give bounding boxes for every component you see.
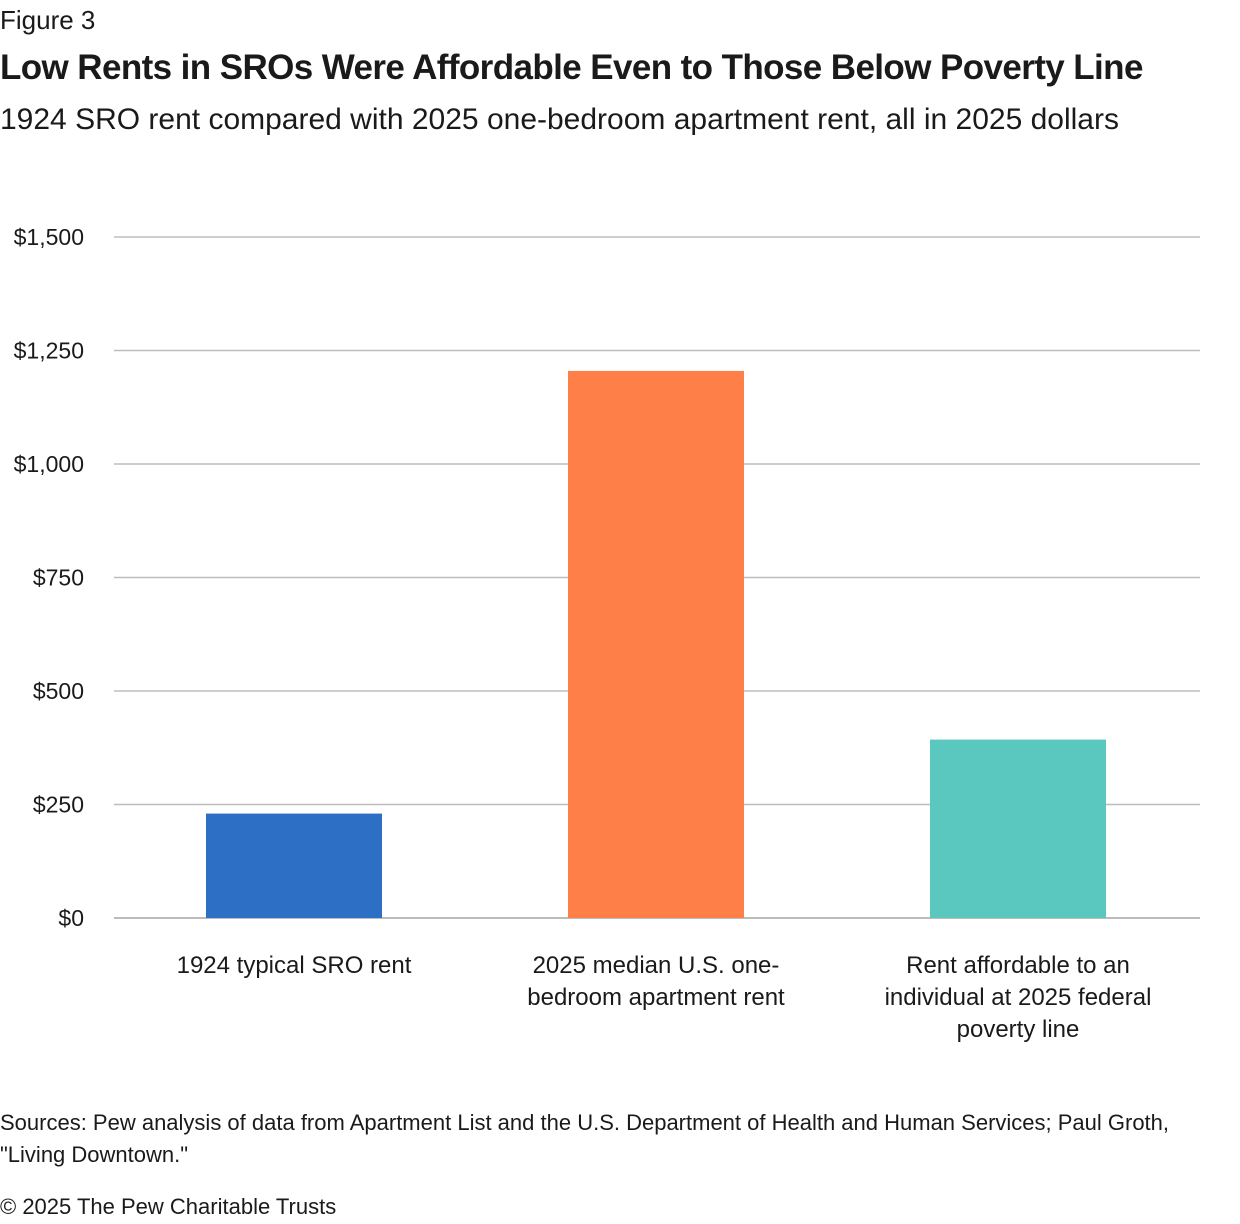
bar-chart: $0 $250 $500 $750 $1,000 $1,250 $1,500 1924 ty… (14, 224, 1200, 1043)
y-tick-label: $1,000 (14, 451, 84, 477)
bars (206, 370, 1106, 918)
bar (206, 813, 382, 918)
x-tick-label-line: poverty line (957, 1016, 1080, 1043)
y-tick-label: $750 (33, 565, 84, 591)
x-tick-label: 1924 typical SRO rent (177, 952, 412, 979)
x-tick-label-line: individual at 2025 federal (885, 984, 1152, 1011)
x-tick-label-line: Rent affordable to an (906, 952, 1130, 979)
x-tick-label: 2025 median U.S. one-bedroom apartment r… (527, 952, 785, 1011)
copyright-note: © 2025 The Pew Charitable Trusts (0, 1194, 337, 1219)
x-axis-labels: 1924 typical SRO rent 2025 median U.S. on… (177, 952, 1152, 1043)
x-tick-label: Rent affordable to an individual at 2025 … (885, 952, 1152, 1043)
bar (930, 739, 1106, 918)
x-tick-label-line: bedroom apartment rent (527, 984, 785, 1011)
y-tick-label: $1,500 (14, 224, 84, 250)
y-axis-ticks: $0 $250 $500 $750 $1,000 $1,250 $1,500 (14, 224, 84, 931)
bar (568, 370, 744, 918)
chart-title: Low Rents in SROs Were Affordable Even t… (0, 48, 1143, 87)
chart-subtitle: 1924 SRO rent compared with 2025 one-bed… (0, 103, 1119, 136)
sources-note: Sources: Pew analysis of data from Apart… (0, 1110, 1170, 1167)
y-tick-label: $1,250 (14, 338, 84, 364)
y-tick-label: $250 (33, 792, 84, 818)
x-tick-label-line: 1924 typical SRO rent (177, 952, 412, 979)
figure-label: Figure 3 (0, 5, 96, 35)
x-tick-label-line: 2025 median U.S. one- (533, 952, 780, 979)
y-tick-label: $0 (58, 905, 84, 931)
y-tick-label: $500 (33, 678, 84, 704)
